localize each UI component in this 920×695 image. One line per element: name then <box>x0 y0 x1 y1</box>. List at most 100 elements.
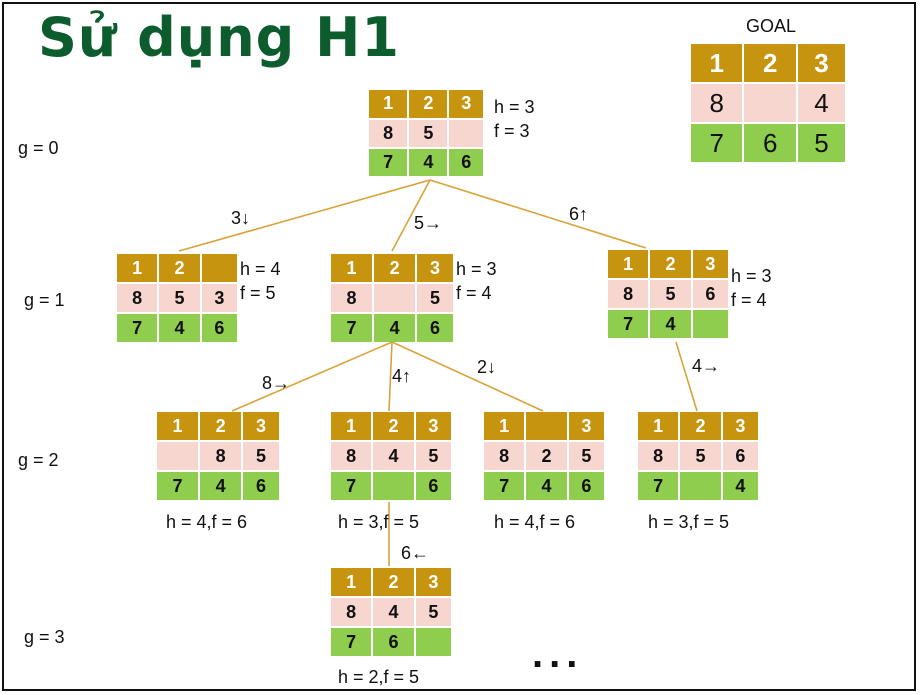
tile: 3 <box>449 90 483 120</box>
goal-tile: 4 <box>797 84 845 125</box>
tile: 5 <box>680 442 723 473</box>
tile: 6 <box>373 628 416 656</box>
edge-root-n1b <box>391 179 431 252</box>
continuation-ellipsis: ... <box>532 632 584 676</box>
slide-title: Sử dụng H1 <box>38 6 400 69</box>
tile: 4 <box>722 472 758 500</box>
move-label-5-right: 5→ <box>414 213 443 233</box>
tile: 6 <box>568 472 604 500</box>
f-value: f = 3 <box>494 121 530 141</box>
tile: 3 <box>692 250 728 281</box>
tile: 7 <box>638 472 681 500</box>
tile: 2 <box>650 250 693 281</box>
heuristic-annotation-n3a: h = 2,f = 5 <box>338 667 420 687</box>
tile: 8 <box>331 284 375 315</box>
tile: 4 <box>650 310 693 338</box>
tile <box>692 310 728 338</box>
goal-tile: 5 <box>797 124 845 162</box>
tile: 4 <box>373 442 416 473</box>
goal-tile: 8 <box>691 84 745 125</box>
tile: 4 <box>373 598 416 629</box>
tile: 3 <box>568 412 604 443</box>
tile: 1 <box>638 412 681 443</box>
goal-tile: 1 <box>691 44 745 85</box>
tile: 7 <box>484 472 527 500</box>
heuristic-annotation-n2d: h = 3,f = 5 <box>648 512 730 532</box>
tile: 1 <box>331 254 375 285</box>
tile: 7 <box>331 314 375 342</box>
heuristic-annotation-n1c: h = 3 f = 4 <box>731 264 772 312</box>
tile: 1 <box>157 412 201 443</box>
tile <box>449 119 483 150</box>
tile: 1 <box>484 412 527 443</box>
goal-tile <box>744 84 798 125</box>
f-value: f = 5 <box>240 283 276 303</box>
move-label-4-up: 4↑ <box>392 366 412 386</box>
move-label-6-left: 6← <box>401 543 430 563</box>
tile: 7 <box>608 310 651 338</box>
tile: 1 <box>331 568 374 599</box>
tile <box>373 472 416 500</box>
level-label-g2: g = 2 <box>18 450 59 470</box>
tile: 3 <box>415 412 451 443</box>
tile: 2 <box>526 442 569 473</box>
tile: 1 <box>369 90 410 120</box>
tile: 8 <box>638 442 681 473</box>
tile: 6 <box>692 280 728 311</box>
tile: 4 <box>526 472 569 500</box>
tile: 5 <box>650 280 693 311</box>
edge-n1b-n2b <box>388 341 393 412</box>
heuristic-annotation-n2a: h = 4,f = 6 <box>166 512 248 532</box>
tile: 2 <box>159 254 202 285</box>
tile: 2 <box>374 254 418 285</box>
level-label-g0: g = 0 <box>18 138 59 158</box>
tile: 3 <box>201 284 237 315</box>
tile: 5 <box>415 442 451 473</box>
move-label-3-down: 3↓ <box>231 208 251 228</box>
goal-tile: 6 <box>744 124 798 162</box>
tile: 2 <box>680 412 723 443</box>
goal-tile: 2 <box>744 44 798 85</box>
tile: 2 <box>373 412 416 443</box>
tile: 8 <box>200 442 244 473</box>
tile: 6 <box>201 314 237 342</box>
tile: 5 <box>415 598 451 629</box>
tile: 7 <box>331 472 374 500</box>
tile: 4 <box>409 149 450 176</box>
tile: 8 <box>608 280 651 311</box>
tile: 8 <box>369 119 410 150</box>
edge-root-n1a <box>178 179 431 252</box>
tile <box>526 412 569 443</box>
tile: 1 <box>117 254 160 285</box>
tile: 5 <box>417 284 453 315</box>
goal-tile: 7 <box>691 124 745 162</box>
tile: 7 <box>117 314 160 342</box>
heuristic-annotation-n1b: h = 3 f = 4 <box>456 257 497 305</box>
heuristic-annotation-root: h = 3 f = 3 <box>494 95 535 143</box>
heuristic-annotation-n1a: h = 4 f = 5 <box>240 257 281 305</box>
tile: 3 <box>243 412 279 443</box>
heuristic-annotation-n2c: h = 4,f = 6 <box>494 512 576 532</box>
tile: 7 <box>369 149 410 176</box>
tile: 8 <box>331 442 374 473</box>
tile: 1 <box>608 250 651 281</box>
tile <box>415 628 451 656</box>
h-value: h = 3 <box>731 266 772 286</box>
goal-label: GOAL <box>746 16 797 36</box>
heuristic-annotation-n2b: h = 3,f = 5 <box>338 512 420 532</box>
tile: 7 <box>157 472 201 500</box>
f-value: f = 4 <box>456 283 492 303</box>
goal-tile: 3 <box>797 44 845 85</box>
tile: 5 <box>243 442 279 473</box>
tile: 5 <box>409 119 450 150</box>
tile: 6 <box>417 314 453 342</box>
move-label-6-up: 6↑ <box>569 204 589 224</box>
